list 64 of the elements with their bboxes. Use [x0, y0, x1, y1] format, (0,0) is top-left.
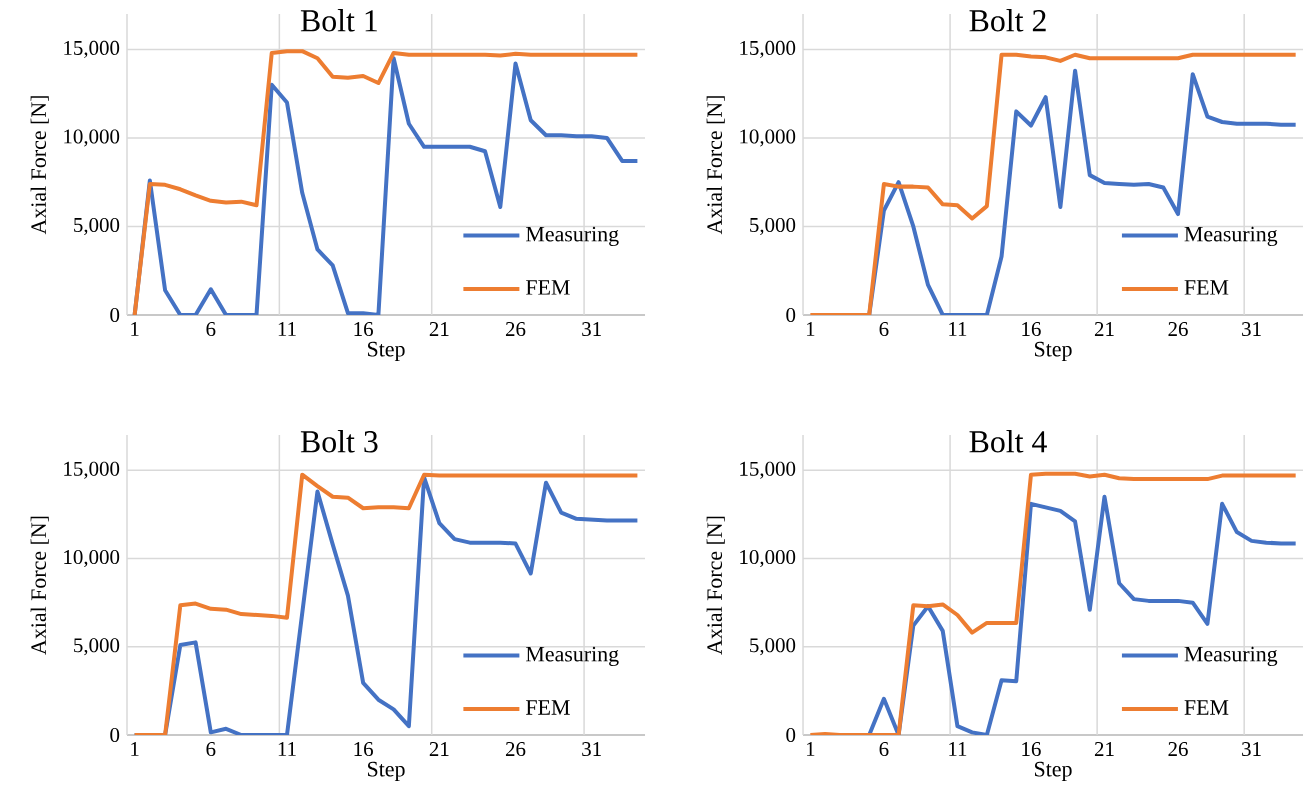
- x-tick-label: 31: [582, 322, 601, 337]
- x-tick-label: 21: [429, 322, 449, 336]
- y-tick-label: 0: [786, 727, 796, 743]
- x-tick-label: 16: [354, 322, 373, 337]
- x-tick-label: 11: [278, 322, 296, 336]
- x-tick-label: 31: [1242, 322, 1261, 337]
- y-axis-title: Axial Force [N]: [706, 96, 725, 235]
- chart-title: Bolt 4: [969, 430, 1047, 453]
- y-tick-label: 15,000: [64, 40, 120, 58]
- x-tick-label: 26: [505, 322, 526, 337]
- y-tick-label: 0: [110, 307, 120, 323]
- x-tick-label: 21: [1094, 322, 1114, 336]
- legend-label: FEM: [1184, 280, 1229, 295]
- x-tick-label: 6: [879, 742, 889, 757]
- x-tick-label: 11: [278, 742, 296, 756]
- x-tick-label: 16: [354, 742, 373, 757]
- x-tick-label: 11: [949, 742, 967, 756]
- x-axis-title: Step: [368, 761, 405, 781]
- legend-label: Measuring: [526, 226, 619, 247]
- y-tick-label: 10,000: [740, 129, 796, 147]
- x-tick-label: 1: [131, 322, 139, 336]
- x-tick-label: 26: [1168, 742, 1188, 757]
- y-tick-label: 10,000: [740, 549, 796, 568]
- y-tick-label: 5,000: [750, 217, 796, 236]
- x-axis-title: Step: [1035, 341, 1072, 361]
- y-tick-label: 5,000: [750, 638, 796, 656]
- x-tick-label: 6: [206, 742, 216, 757]
- x-axis-title: Step: [368, 341, 405, 361]
- x-tick-label: 1: [806, 742, 815, 756]
- x-tick-label: 16: [1022, 742, 1041, 757]
- x-tick-label: 1: [131, 742, 139, 756]
- y-tick-label: 5,000: [74, 217, 120, 236]
- legend-label: Measuring: [1184, 226, 1278, 247]
- x-tick-label: 31: [1242, 742, 1261, 757]
- y-axis-title: Axial Force [N]: [30, 96, 49, 235]
- y-tick-label: 0: [786, 307, 796, 323]
- x-tick-label: 16: [1022, 322, 1041, 337]
- x-tick-label: 6: [879, 322, 889, 337]
- chart-title: Bolt 1: [300, 9, 377, 32]
- y-tick-label: 10,000: [64, 549, 120, 568]
- chart-title: Bolt 2: [969, 9, 1046, 32]
- legend-label: FEM: [526, 700, 570, 715]
- x-tick-label: 21: [429, 742, 449, 756]
- y-tick-label: 15,000: [64, 461, 120, 479]
- y-axis-title: Axial Force [N]: [706, 516, 725, 655]
- legend-label: Measuring: [526, 646, 619, 667]
- x-tick-label: 1: [806, 322, 815, 336]
- x-tick-label: 6: [206, 322, 216, 337]
- x-tick-label: 26: [505, 742, 526, 757]
- y-tick-label: 15,000: [740, 461, 796, 479]
- chart-title: Bolt 3: [300, 430, 378, 453]
- legend-label: Measuring: [1184, 646, 1278, 667]
- x-tick-label: 31: [582, 742, 601, 757]
- y-axis-title: Axial Force [N]: [30, 516, 49, 655]
- x-axis-title: Step: [1035, 761, 1072, 781]
- legend-label: FEM: [1184, 700, 1229, 715]
- legend-label: FEM: [526, 280, 570, 295]
- y-tick-label: 5,000: [74, 638, 120, 656]
- x-tick-label: 11: [949, 322, 967, 336]
- y-tick-label: 0: [110, 727, 120, 743]
- x-tick-label: 21: [1094, 742, 1114, 756]
- x-tick-label: 26: [1168, 322, 1188, 337]
- y-tick-label: 15,000: [740, 40, 796, 58]
- y-tick-label: 10,000: [64, 129, 120, 147]
